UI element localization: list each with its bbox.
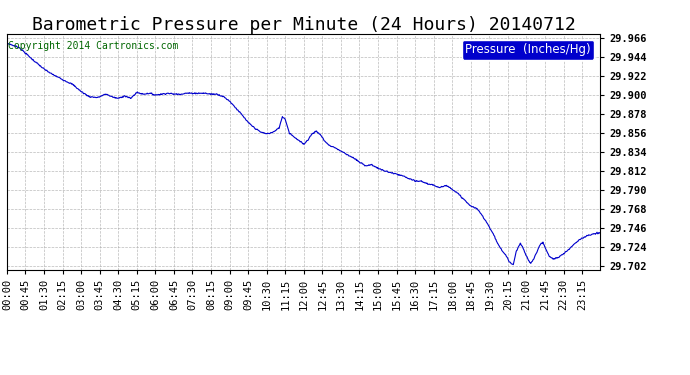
Title: Barometric Pressure per Minute (24 Hours) 20140712: Barometric Pressure per Minute (24 Hours…: [32, 16, 575, 34]
Legend: Pressure  (Inches/Hg): Pressure (Inches/Hg): [462, 40, 594, 60]
Text: Copyright 2014 Cartronics.com: Copyright 2014 Cartronics.com: [8, 41, 179, 51]
